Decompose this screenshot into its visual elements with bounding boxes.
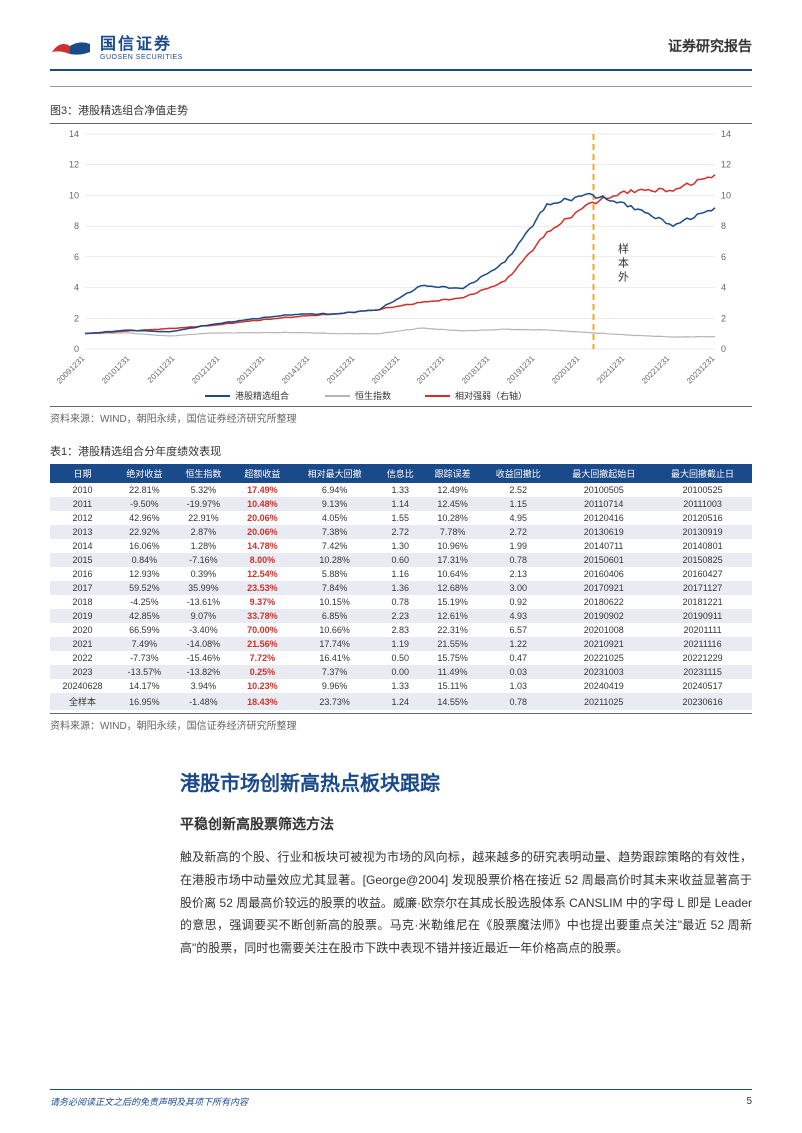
table-header: 超额收益 (233, 464, 292, 483)
svg-text:6: 6 (74, 252, 79, 262)
section-title: 港股市场创新高热点板块跟踪 (180, 767, 752, 796)
svg-text:20121231: 20121231 (190, 354, 222, 386)
svg-text:20161231: 20161231 (370, 354, 402, 386)
svg-text:12: 12 (69, 160, 79, 170)
svg-text:6: 6 (721, 252, 726, 262)
svg-text:20151231: 20151231 (325, 354, 357, 386)
table-row: 20217.49%-14.08%21.56%17.74%1.1921.55%1.… (50, 637, 752, 651)
table-row: 201322.92%2.87%20.06%7.38%2.727.78%2.722… (50, 525, 752, 539)
performance-table: 日期绝对收益恒生指数超额收益相对最大回撤信息比跟踪误差收益回撤比最大回撤起始日最… (50, 464, 752, 710)
table-header: 信息比 (377, 464, 423, 483)
svg-text:8: 8 (721, 221, 726, 231)
table-row: 2011-9.50%-19.97%10.48%9.13%1.1412.45%1.… (50, 497, 752, 511)
svg-text:20091231: 20091231 (55, 354, 87, 386)
svg-text:港股精选组合: 港股精选组合 (235, 390, 289, 401)
figure-title: 图3：港股精选组合净值走势 (50, 102, 752, 118)
svg-text:20171231: 20171231 (415, 354, 447, 386)
svg-text:0: 0 (74, 344, 79, 354)
svg-text:8: 8 (74, 221, 79, 231)
table-row: 201942.85%9.07%33.78%6.85%2.2312.61%4.93… (50, 609, 752, 623)
page-footer: 请务必阅读正文之后的免责声明及其项下所有内容 5 (50, 1089, 752, 1108)
svg-text:20101231: 20101231 (100, 354, 132, 386)
page-number: 5 (746, 1096, 752, 1107)
svg-text:20181231: 20181231 (460, 354, 492, 386)
svg-text:20221231: 20221231 (640, 354, 672, 386)
svg-text:14: 14 (69, 129, 79, 139)
table-source: 资料来源：WIND，朝阳永续，国信证券经济研究所整理 (50, 713, 752, 732)
company-name-cn: 国信证券 (100, 30, 183, 54)
svg-text:10: 10 (721, 190, 731, 200)
svg-text:相对强弱（右轴）: 相对强弱（右轴） (455, 390, 527, 401)
table-header: 最大回撤起始日 (554, 464, 653, 483)
table-row: 2024062814.17%3.94%10.23%9.96%1.3315.11%… (50, 679, 752, 693)
svg-text:恒生指数: 恒生指数 (355, 390, 391, 401)
table-header: 收益回撤比 (482, 464, 554, 483)
svg-text:12: 12 (721, 160, 731, 170)
svg-text:本: 本 (618, 255, 629, 269)
svg-text:20141231: 20141231 (280, 354, 312, 386)
table-row: 201242.96%22.91%20.06%4.05%1.5510.28%4.9… (50, 511, 752, 525)
svg-text:4: 4 (74, 283, 79, 293)
svg-text:14: 14 (721, 129, 731, 139)
svg-text:20201231: 20201231 (550, 354, 582, 386)
table-title: 表1：港股精选组合分年度绩效表现 (50, 443, 752, 459)
company-name-en: GUOSEN SECURITIES (100, 54, 183, 61)
svg-text:样: 样 (618, 241, 629, 255)
svg-text:20111231: 20111231 (146, 354, 177, 385)
table-row: 201416.06%1.28%14.78%7.42%1.3010.96%1.99… (50, 539, 752, 553)
table-header: 日期 (50, 464, 115, 483)
table-row: 201759.52%35.99%23.53%7.84%1.3612.68%3.0… (50, 581, 752, 595)
svg-text:10: 10 (69, 190, 79, 200)
svg-text:20131231: 20131231 (235, 354, 267, 386)
svg-text:20231231: 20231231 (685, 354, 717, 386)
svg-text:2: 2 (74, 313, 79, 323)
table-header: 相对最大回撤 (292, 464, 378, 483)
table-header: 绝对收益 (115, 464, 174, 483)
svg-text:外: 外 (618, 270, 629, 283)
subsection-title: 平稳创新高股票筛选方法 (180, 814, 752, 834)
body-paragraph: 触及新高的个股、行业和板块可被视为市场的风向标，越来越多的研究表明动量、趋势跟踪… (180, 846, 752, 960)
svg-text:4: 4 (721, 283, 726, 293)
svg-text:20191231: 20191231 (505, 354, 537, 386)
table-row: 201612.93%0.39%12.54%5.88%1.1610.64%2.13… (50, 567, 752, 581)
svg-text:20211231: 20211231 (595, 354, 627, 386)
logo-mark-icon (50, 32, 92, 60)
svg-text:2: 2 (721, 313, 726, 323)
table-header: 恒生指数 (174, 464, 233, 483)
page-header: 国信证券 GUOSEN SECURITIES 证券研究报告 (50, 30, 752, 71)
table-row: 全样本16.95%-1.48%18.43%23.73%1.2414.55%0.7… (50, 693, 752, 710)
table-row: 202066.59%-3.40%70.00%10.66%2.8322.31%6.… (50, 623, 752, 637)
table-row: 2022-7.73%-15.46%7.72%16.41%0.5015.75%0.… (50, 651, 752, 665)
table-row: 201022.81%5.32%17.49%6.94%1.3312.49%2.52… (50, 483, 752, 497)
table-row: 2023-13.57%-13.82%0.25%7.37%0.0011.49%0.… (50, 665, 752, 679)
table-row: 2018-4.25%-13.61%9.37%10.15%0.7815.19%0.… (50, 595, 752, 609)
logo: 国信证券 GUOSEN SECURITIES (50, 30, 183, 61)
table-row: 20150.84%-7.16%8.00%10.28%0.6017.31%0.78… (50, 553, 752, 567)
report-type: 证券研究报告 (668, 36, 752, 56)
figure-source: 资料来源：WIND，朝阳永续，国信证券经济研究所整理 (50, 406, 752, 425)
table-header: 最大回撤截止日 (653, 464, 752, 483)
line-chart: 0 0 2 2 4 4 6 6 8 8 10 10 12 12 14 14 20091231 20101231 20… (50, 123, 752, 403)
disclaimer: 请务必阅读正文之后的免责声明及其项下所有内容 (50, 1095, 248, 1108)
table-header: 跟踪误差 (423, 464, 482, 483)
svg-text:0: 0 (721, 344, 726, 354)
